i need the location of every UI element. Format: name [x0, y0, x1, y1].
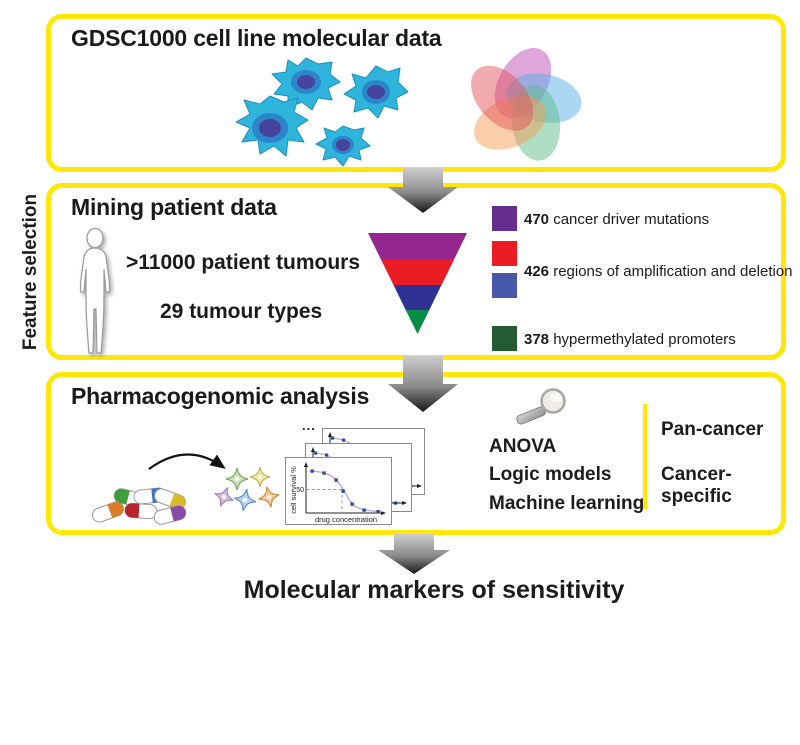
feature-selection-label: Feature selection — [20, 193, 41, 351]
legend-swatch-mutations — [492, 206, 517, 231]
legend-label: hypermethylated promoters — [553, 331, 736, 348]
cancer-cells-image — [235, 57, 408, 167]
legend-text-promoters: 378 hypermethylated promoters — [524, 331, 736, 348]
box3-title: Pharmacogenomic analysis — [71, 383, 370, 409]
plot-xlabel: drug concentration — [315, 515, 377, 524]
scope-pan-cancer: Pan-cancer — [661, 419, 764, 440]
magnifier-icon — [516, 388, 566, 425]
legend-label: cancer driver mutations — [553, 211, 710, 228]
down-arrow-icon — [388, 356, 458, 412]
plot-ylabel: cell survival % — [289, 466, 298, 514]
ellipsis-text: ... — [302, 418, 316, 433]
legend-label: regions of amplification and deletion — [553, 263, 793, 280]
feature-funnel-icon — [368, 233, 467, 334]
box2-title: Mining patient data — [71, 194, 277, 220]
curved-arrow-icon — [148, 453, 226, 470]
down-arrow-icon — [378, 534, 450, 574]
method-anova: ANOVA — [489, 436, 557, 457]
legend-swatch-deletion — [492, 273, 517, 298]
legend-text-mutations: 470 cancer driver mutations — [524, 211, 709, 228]
patient-silhouette-icon — [79, 227, 111, 354]
cell-cluster-icon — [214, 466, 280, 512]
patient-count-text: >11000 patient tumours — [126, 251, 361, 274]
legend-count: 426 — [524, 263, 550, 280]
result-label: Molecular markers of sensitivity — [243, 576, 625, 604]
drug-pills-icon — [92, 487, 187, 525]
panel-cell-line-data: GDSC1000 cell line molecular data — [46, 14, 786, 172]
legend-text-amplification-deletion: 426 regions of amplification and deletio… — [524, 263, 793, 280]
plot-tick-50: 50 — [296, 487, 304, 494]
legend-swatch-amplification — [492, 241, 517, 266]
venn-diagram-icon — [471, 47, 582, 161]
scope-cancer-specific: Cancer-specific — [661, 464, 732, 507]
box1-title: GDSC1000 cell line molecular data — [71, 25, 442, 51]
legend-count: 378 — [524, 331, 550, 348]
legend-swatch-promoters — [492, 326, 517, 351]
method-machine-learning: Machine learning — [489, 493, 645, 514]
down-arrow-icon — [388, 168, 458, 213]
legend-count: 470 — [524, 211, 550, 228]
method-logic-models: Logic models — [489, 464, 612, 485]
vertical-divider — [643, 404, 647, 509]
dose-response-panel-front: cell survival % 50 drug concentration — [285, 457, 392, 525]
tumour-types-text: 29 tumour types — [160, 300, 323, 323]
